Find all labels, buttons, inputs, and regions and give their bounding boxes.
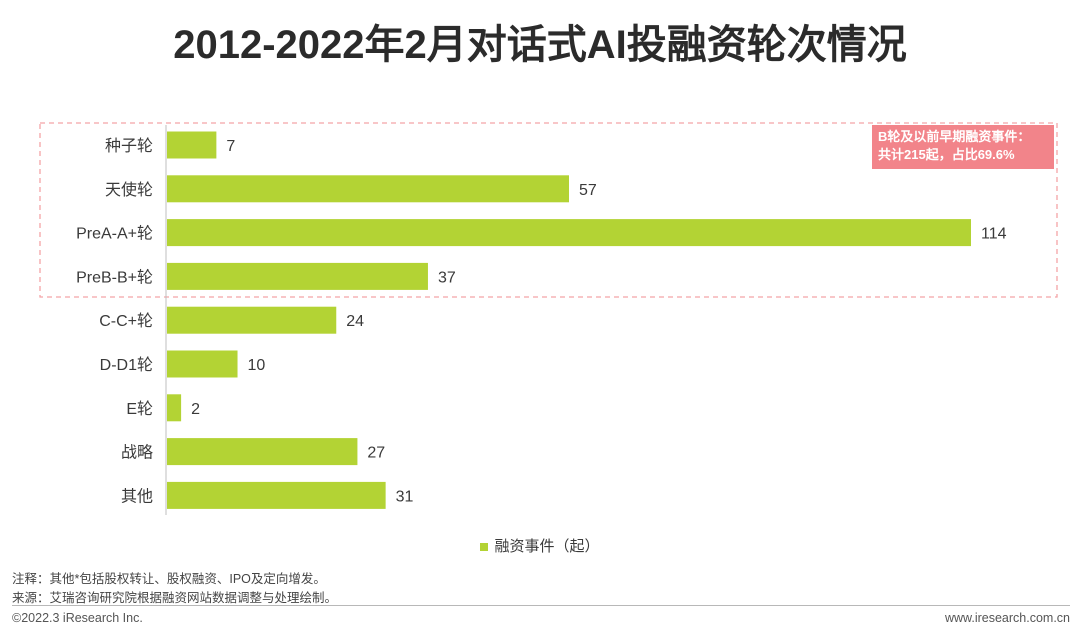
- early-stage-callout: B轮及以前早期融资事件： 共计215起，占比69.6%: [872, 125, 1054, 169]
- category-label: 种子轮: [105, 137, 153, 155]
- legend-label: 融资事件（起）: [494, 538, 600, 555]
- website: www.iresearch.com.cn: [944, 611, 1070, 625]
- footer-divider: [12, 605, 1070, 606]
- source-note: 来源：艾瑞咨询研究院根据融资网站数据调整与处理绘制。: [12, 591, 338, 605]
- legend: 融资事件（起）: [0, 535, 1080, 556]
- value-label: 37: [438, 269, 456, 286]
- category-label: E轮: [126, 400, 153, 418]
- value-label: 2: [191, 401, 200, 418]
- chart-note: 注释：其他*包括股权转让、股权融资、IPO及定向增发。: [12, 572, 326, 586]
- value-label: 57: [579, 182, 597, 199]
- chart-title: 2012-2022年2月对话式AI投融资轮次情况: [173, 23, 907, 67]
- category-label: C-C+轮: [99, 312, 153, 330]
- value-label: 114: [981, 226, 1007, 243]
- category-label: 天使轮: [105, 181, 153, 199]
- copyright: ©2022.3 iResearch Inc.: [12, 611, 143, 625]
- category-label: PreA-A+轮: [76, 225, 153, 243]
- bar: [167, 481, 386, 509]
- value-label: 27: [367, 445, 385, 462]
- bar: [167, 438, 358, 466]
- early-stage-highlight-box: [39, 122, 1058, 298]
- bar: [167, 306, 337, 334]
- bar: [167, 131, 217, 159]
- bar: [167, 350, 238, 378]
- legend-swatch: [480, 543, 489, 552]
- callout-line-1: B轮及以前早期融资事件：: [878, 129, 1031, 144]
- category-label: D-D1轮: [100, 356, 153, 374]
- value-label: 24: [346, 313, 364, 330]
- value-label: 31: [396, 488, 414, 505]
- category-label: PreB-B+轮: [76, 268, 153, 286]
- bar: [167, 394, 182, 422]
- bar: [167, 175, 569, 203]
- value-label: 7: [226, 138, 235, 155]
- bar: [167, 219, 971, 247]
- category-label: 战略: [121, 444, 153, 462]
- value-label: 10: [248, 357, 266, 374]
- bar: [167, 262, 428, 290]
- category-label: 其他: [121, 487, 153, 505]
- callout-line-2: 共计215起，占比69.6%: [878, 147, 1015, 162]
